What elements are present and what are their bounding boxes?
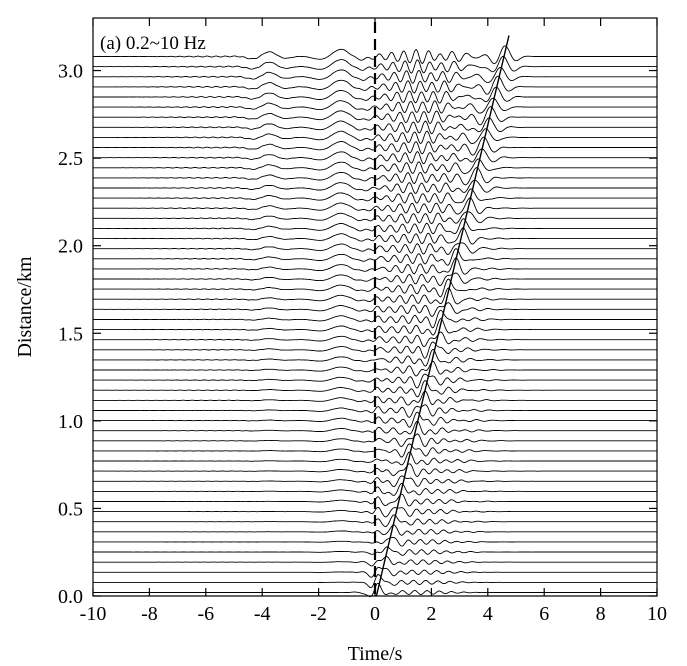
seismic-trace — [93, 475, 657, 488]
x-tick-label: -2 — [310, 603, 327, 625]
y-tick-label: 2.5 — [58, 148, 83, 170]
x-tick-label: -8 — [141, 603, 158, 625]
seismic-trace — [93, 524, 657, 536]
x-axis-ticks: -10 -8 -6 -4 -2 0 2 4 6 8 10 — [80, 18, 667, 625]
seismic-trace — [93, 179, 657, 195]
seismic-trace — [93, 349, 657, 367]
seismic-trace — [93, 556, 657, 567]
x-tick-label: 6 — [539, 603, 549, 625]
seismic-trace — [93, 331, 657, 347]
seismic-trace — [93, 574, 657, 589]
panel-label: (a) 0.2~10 Hz — [100, 33, 206, 54]
x-tick-label: 4 — [483, 603, 493, 625]
y-axis-title: Distance/km — [14, 256, 36, 358]
seismic-trace — [93, 197, 657, 215]
seismic-trace — [93, 97, 657, 114]
seismic-trace — [93, 302, 657, 317]
x-axis-title: Time/s — [348, 643, 403, 665]
x-tick-label: 0 — [370, 603, 380, 625]
y-tick-label: 1.0 — [58, 411, 83, 433]
x-tick-label: -6 — [197, 603, 214, 625]
seismic-trace — [93, 158, 657, 174]
y-tick-label: 0.5 — [58, 498, 83, 520]
y-tick-label: 2.0 — [58, 236, 83, 258]
y-tick-label: 3.0 — [58, 61, 83, 83]
x-tick-label: 2 — [426, 603, 436, 625]
x-tick-label: -4 — [254, 603, 271, 625]
seismic-trace — [93, 373, 657, 389]
x-tick-label: -10 — [80, 603, 107, 625]
seismic-trace — [93, 404, 657, 418]
moveout-line — [375, 35, 510, 597]
seismic-trace — [93, 75, 657, 95]
seismic-trace — [93, 451, 657, 466]
seismic-trace — [93, 227, 657, 245]
y-tick-label: 0.0 — [58, 586, 83, 608]
seismic-trace — [93, 128, 657, 144]
seismic-trace — [93, 506, 657, 518]
seismic-trace — [93, 55, 657, 74]
plot-frame — [92, 17, 658, 597]
y-axis-ticks: 0.0 0.5 1.0 1.5 2.0 2.5 3.0 — [58, 61, 657, 608]
x-tick-label: 10 — [647, 603, 667, 625]
y-tick-label: 1.5 — [58, 323, 83, 345]
x-tick-label: 8 — [596, 603, 606, 625]
